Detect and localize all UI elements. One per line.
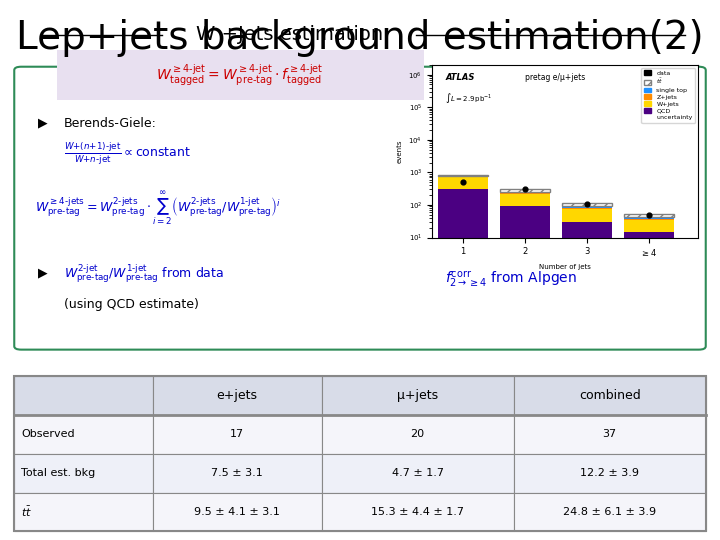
Bar	[513, 454, 706, 492]
Bar	[14, 376, 153, 415]
Bar	[153, 454, 322, 492]
Text: 17: 17	[230, 429, 244, 440]
Bar	[562, 208, 612, 209]
data	[519, 185, 531, 194]
Legend: data, $t\bar{t}$, single top, Z+jets, W+jets, QCD, uncertainty: data, $t\bar{t}$, single top, Z+jets, W+…	[642, 68, 696, 123]
Text: e+jets: e+jets	[217, 389, 258, 402]
Bar	[322, 492, 513, 531]
Text: combined: combined	[579, 389, 641, 402]
Bar	[322, 454, 513, 492]
Bar	[513, 376, 706, 415]
Bar	[562, 206, 612, 208]
Text: $\blacktriangleright$: $\blacktriangleright$	[35, 267, 50, 281]
Bar	[500, 194, 549, 206]
Bar	[624, 220, 674, 232]
Text: (using QCD estimate): (using QCD estimate)	[63, 298, 199, 310]
Bar	[438, 190, 487, 540]
Bar	[500, 192, 549, 193]
Text: W +Jets estimation: W +Jets estimation	[196, 25, 383, 44]
Text: $\int L = 2.9\,\rm pb^{-1}$: $\int L = 2.9\,\rm pb^{-1}$	[445, 91, 493, 105]
Text: 20: 20	[410, 429, 425, 440]
data	[643, 211, 654, 219]
Text: $f_{\rm tagged}^{\geq 4\text{-jet}} = f_{\rm tagged}^{2\text{-jet}} \cdot f_{2\r: $f_{\rm tagged}^{\geq 4\text{-jet}} = f_…	[445, 176, 580, 200]
Bar	[624, 232, 674, 540]
Bar	[153, 492, 322, 531]
FancyBboxPatch shape	[57, 50, 423, 100]
Text: $W_{\rm tagged}^{\geq 4\text{-jet}} = W_{\rm pre\text{-}tag}^{\geq 4\text{-jet}}: $W_{\rm tagged}^{\geq 4\text{-jet}} = W_…	[156, 62, 324, 88]
Bar	[438, 178, 487, 190]
Text: 12.2 ± 3.9: 12.2 ± 3.9	[580, 468, 639, 478]
Bar	[153, 415, 322, 454]
Bar	[624, 219, 674, 220]
Text: Total est. bkg: Total est. bkg	[22, 468, 96, 478]
Bar	[14, 492, 153, 531]
Text: $\frac{W{+}(n{+}1)\text{-jet}}{W{+}n\text{-jet}} \propto \rm constant$: $\frac{W{+}(n{+}1)\text{-jet}}{W{+}n\tex…	[63, 140, 191, 166]
Bar	[500, 189, 549, 192]
Bar	[624, 214, 674, 217]
Bar	[14, 415, 153, 454]
Bar	[500, 206, 549, 540]
Bar	[322, 415, 513, 454]
Bar	[513, 415, 706, 454]
Text: 9.5 ± 4.1 ± 3.1: 9.5 ± 4.1 ± 3.1	[194, 507, 280, 517]
Text: ATLAS: ATLAS	[445, 73, 474, 83]
Bar	[322, 376, 513, 415]
Text: Lep+jets background estimation(2): Lep+jets background estimation(2)	[16, 19, 704, 57]
Text: Berends-Giele:: Berends-Giele:	[63, 118, 156, 131]
Text: 4.7 ± 1.7: 4.7 ± 1.7	[392, 468, 444, 478]
Text: $t\bar{t}$: $t\bar{t}$	[22, 505, 32, 519]
Bar	[562, 222, 612, 540]
Text: $f_{2\rightarrow\geq 4}^{\rm corr}$ from Alpgen: $f_{2\rightarrow\geq 4}^{\rm corr}$ from…	[445, 269, 577, 289]
Text: 37: 37	[603, 429, 617, 440]
Bar	[500, 193, 549, 194]
data	[581, 199, 593, 208]
FancyBboxPatch shape	[14, 67, 706, 349]
X-axis label: Number of jets: Number of jets	[539, 264, 591, 270]
data	[457, 178, 469, 186]
Bar	[562, 203, 612, 206]
Text: μ+jets: μ+jets	[397, 389, 438, 402]
Text: pretag e/μ+jets: pretag e/μ+jets	[526, 73, 585, 83]
Y-axis label: events: events	[397, 139, 403, 163]
Bar	[624, 217, 674, 219]
Text: 24.8 ± 6.1 ± 3.9: 24.8 ± 6.1 ± 3.9	[563, 507, 656, 517]
Text: 7.5 ± 3.1: 7.5 ± 3.1	[211, 468, 263, 478]
Text: $W_{\rm pre\text{-}tag}^{2\text{-jet}}/W_{\rm pre\text{-}tag}^{1\text{-jet}}$ fr: $W_{\rm pre\text{-}tag}^{2\text{-jet}}/W…	[63, 262, 224, 285]
Text: 15.3 ± 4.4 ± 1.7: 15.3 ± 4.4 ± 1.7	[371, 507, 464, 517]
Bar	[153, 376, 322, 415]
Bar	[438, 177, 487, 178]
Text: Observed: Observed	[22, 429, 75, 440]
Bar	[513, 492, 706, 531]
Text: $\blacktriangleright$: $\blacktriangleright$	[35, 117, 50, 131]
Text: $W_{\rm pre\text{-}tag}^{\geq 4\text{-jets}} = W_{\rm pre\text{-}tag}^{2\text{-j: $W_{\rm pre\text{-}tag}^{\geq 4\text{-je…	[35, 189, 282, 227]
Bar	[562, 209, 612, 222]
Bar	[438, 175, 487, 176]
Bar	[14, 454, 153, 492]
